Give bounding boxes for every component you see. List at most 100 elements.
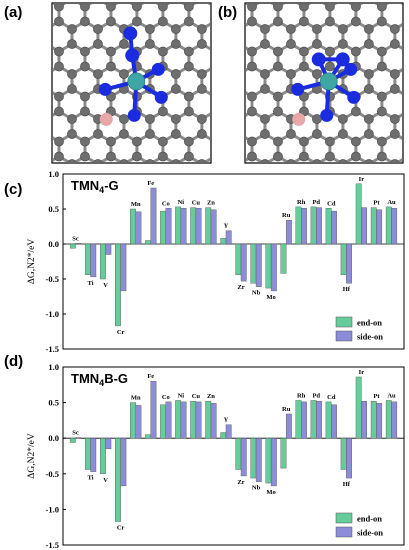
category-label-Nb: Nb [252, 290, 261, 297]
category-label-Pt: Pt [373, 200, 380, 207]
panel-label-c: (c) [4, 181, 22, 198]
category-label-Au: Au [387, 199, 396, 206]
bar-side-on-Sc [75, 243, 82, 245]
bar-side-on-Ir [361, 400, 368, 439]
bar-end-on-Ru [280, 438, 287, 469]
bar-side-on-Nb [255, 243, 262, 287]
bar-end-on-Sc [69, 438, 76, 443]
category-label-Fe: Fe [147, 180, 154, 187]
bar-end-on-Fe [145, 240, 151, 245]
bar-end-on-Rh [295, 206, 302, 245]
bar-side-on-Cd [331, 210, 337, 245]
y-tick-label: -0.5 [46, 274, 59, 284]
bar-end-on-V [99, 243, 106, 280]
category-label-Zn: Zn [207, 393, 215, 400]
bar-end-on-Co [160, 210, 166, 245]
bar-end-on-Pt [370, 400, 377, 439]
category-label-Pd: Pd [312, 199, 320, 206]
category-label-Ir: Ir [359, 176, 365, 183]
bar-end-on-Fe [145, 434, 151, 439]
bar-side-on-Pd [316, 400, 322, 439]
bar-side-on-Hf [346, 243, 352, 284]
bar-end-on-Sc [69, 243, 76, 249]
bar-end-on-V [99, 438, 106, 475]
bar-end-on-Zn [205, 207, 212, 245]
category-label-Au: Au [387, 392, 396, 399]
category-label-Nb: Nb [252, 485, 261, 492]
bar-end-on-Hf [340, 243, 347, 275]
bar-side-on-Rh [301, 401, 307, 439]
legend-label-side-on: side-on [357, 332, 383, 342]
bar-side-on-Ti [90, 243, 97, 278]
category-label-Ni: Ni [178, 392, 185, 399]
category-label-Fe: Fe [147, 373, 154, 380]
panel-label-b: (b) [218, 4, 237, 21]
category-label-Rh: Rh [297, 199, 306, 206]
y-tick-label: 1.0 [48, 169, 59, 179]
bar-end-on-Ir [355, 376, 362, 439]
category-label-Co: Co [162, 394, 170, 401]
category-label-Cd: Cd [327, 200, 336, 207]
category-label-Sc: Sc [72, 235, 79, 242]
bar-end-on-Cu [190, 207, 197, 245]
category-label-Co: Co [162, 200, 170, 207]
bar-end-on-Cr [115, 243, 121, 327]
bar-end-on-Pd [310, 400, 317, 439]
bar-side-on-Rh [301, 208, 307, 245]
plot-frame [62, 173, 405, 350]
legend-label-end-on: end-on [357, 318, 382, 328]
category-label-Mo: Mo [266, 489, 275, 496]
bar-end-on-Ir [355, 183, 362, 245]
legend-label-side-on: side-on [357, 528, 383, 538]
bar-side-on-Ni [180, 208, 187, 245]
bar-side-on-Au [391, 401, 398, 439]
bar-side-on-Zn [210, 209, 217, 245]
bar-side-on-Nb [255, 438, 262, 482]
bar-end-on-Y [220, 238, 227, 245]
bar-side-on-Zr [240, 243, 247, 282]
y-tick-label: 1.0 [48, 362, 59, 372]
bar-end-on-Ti [84, 438, 91, 470]
category-label-Cu: Cu [192, 200, 201, 207]
legend-label-end-on: end-on [357, 514, 382, 524]
category-label-Ni: Ni [178, 199, 185, 206]
category-label-Hf: Hf [343, 286, 351, 293]
bar-end-on-Zr [235, 243, 242, 275]
category-label-Mn: Mn [131, 201, 141, 208]
bar-side-on-Fe [150, 381, 157, 439]
bar-end-on-Zr [235, 438, 242, 470]
category-label-Cr: Cr [117, 329, 125, 336]
bar-side-on-Ru [285, 413, 292, 439]
bar-side-on-Cd [331, 404, 337, 439]
category-label-Pd: Pd [312, 392, 320, 399]
bar-end-on-Au [385, 206, 392, 245]
category-label-Ru: Ru [282, 406, 291, 413]
bar-side-on-Cr [120, 438, 127, 487]
bar-end-on-Hf [340, 438, 347, 470]
bar-end-on-Zn [205, 400, 212, 439]
category-label-Pt: Pt [373, 393, 380, 400]
y-tick-label: 0.0 [48, 239, 59, 249]
bar-end-on-Mn [130, 208, 136, 245]
legend-swatch-side-on [335, 330, 353, 342]
bar-side-on-Mo [270, 438, 277, 487]
category-label-Ti: Ti [88, 475, 94, 482]
y-tick-label: 0.0 [48, 433, 59, 443]
y-tick-label: -1.0 [46, 309, 59, 319]
bar-side-on-Zr [240, 438, 247, 477]
bar-end-on-Mn [130, 402, 136, 439]
bar-end-on-Y [220, 432, 227, 439]
category-label-Zn: Zn [207, 200, 215, 207]
bar-end-on-Cu [190, 400, 197, 439]
panel-label-a: (a) [4, 4, 22, 21]
category-label-Ti: Ti [88, 280, 94, 287]
category-label-V: V [103, 282, 108, 289]
bar-end-on-Au [385, 400, 392, 439]
bar-side-on-Cr [120, 243, 127, 292]
category-label-Mn: Mn [131, 395, 141, 402]
bar-side-on-Mn [135, 405, 142, 439]
chart-title: TMN4B-G [71, 371, 128, 388]
legend-swatch-end-on [335, 316, 353, 328]
y-axis-label: ΔG,N2*/eV [27, 433, 37, 479]
